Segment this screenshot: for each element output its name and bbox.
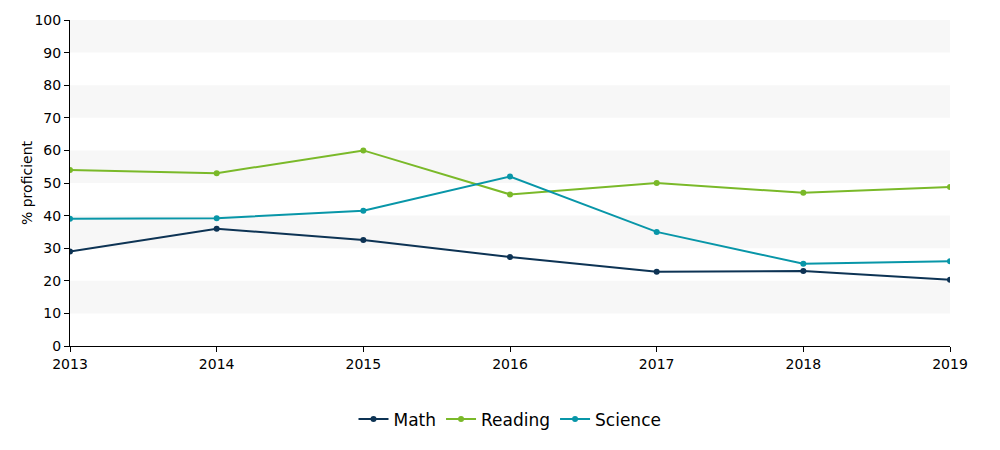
svg-text:% proficient: % proficient bbox=[19, 140, 35, 225]
svg-text:2015: 2015 bbox=[346, 356, 382, 372]
svg-text:50: 50 bbox=[43, 175, 61, 191]
svg-text:Science: Science bbox=[595, 410, 661, 430]
svg-text:0: 0 bbox=[52, 338, 61, 354]
svg-text:2018: 2018 bbox=[786, 356, 822, 372]
svg-text:60: 60 bbox=[43, 142, 61, 158]
svg-text:2014: 2014 bbox=[199, 356, 235, 372]
svg-text:20: 20 bbox=[43, 273, 61, 289]
svg-text:80: 80 bbox=[43, 77, 61, 93]
svg-text:40: 40 bbox=[43, 208, 61, 224]
svg-text:Reading: Reading bbox=[481, 410, 550, 430]
svg-text:100: 100 bbox=[34, 12, 61, 28]
svg-text:2016: 2016 bbox=[492, 356, 528, 372]
svg-text:2013: 2013 bbox=[52, 356, 88, 372]
svg-text:90: 90 bbox=[43, 45, 61, 61]
svg-text:30: 30 bbox=[43, 240, 61, 256]
svg-text:70: 70 bbox=[43, 110, 61, 126]
svg-text:2019: 2019 bbox=[932, 356, 968, 372]
svg-text:2017: 2017 bbox=[639, 356, 675, 372]
svg-text:Math: Math bbox=[394, 410, 437, 430]
svg-text:10: 10 bbox=[43, 305, 61, 321]
